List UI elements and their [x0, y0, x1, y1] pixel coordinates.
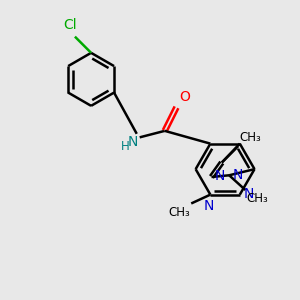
Text: N: N — [243, 187, 254, 201]
Text: CH₃: CH₃ — [247, 192, 268, 206]
Text: O: O — [179, 90, 190, 104]
Text: N: N — [215, 169, 225, 183]
Text: N: N — [128, 135, 138, 149]
Text: N: N — [233, 168, 243, 182]
Text: H: H — [121, 140, 130, 153]
Text: N: N — [204, 199, 214, 213]
Text: CH₃: CH₃ — [168, 206, 190, 219]
Text: Cl: Cl — [64, 18, 77, 32]
Text: CH₃: CH₃ — [239, 131, 261, 144]
